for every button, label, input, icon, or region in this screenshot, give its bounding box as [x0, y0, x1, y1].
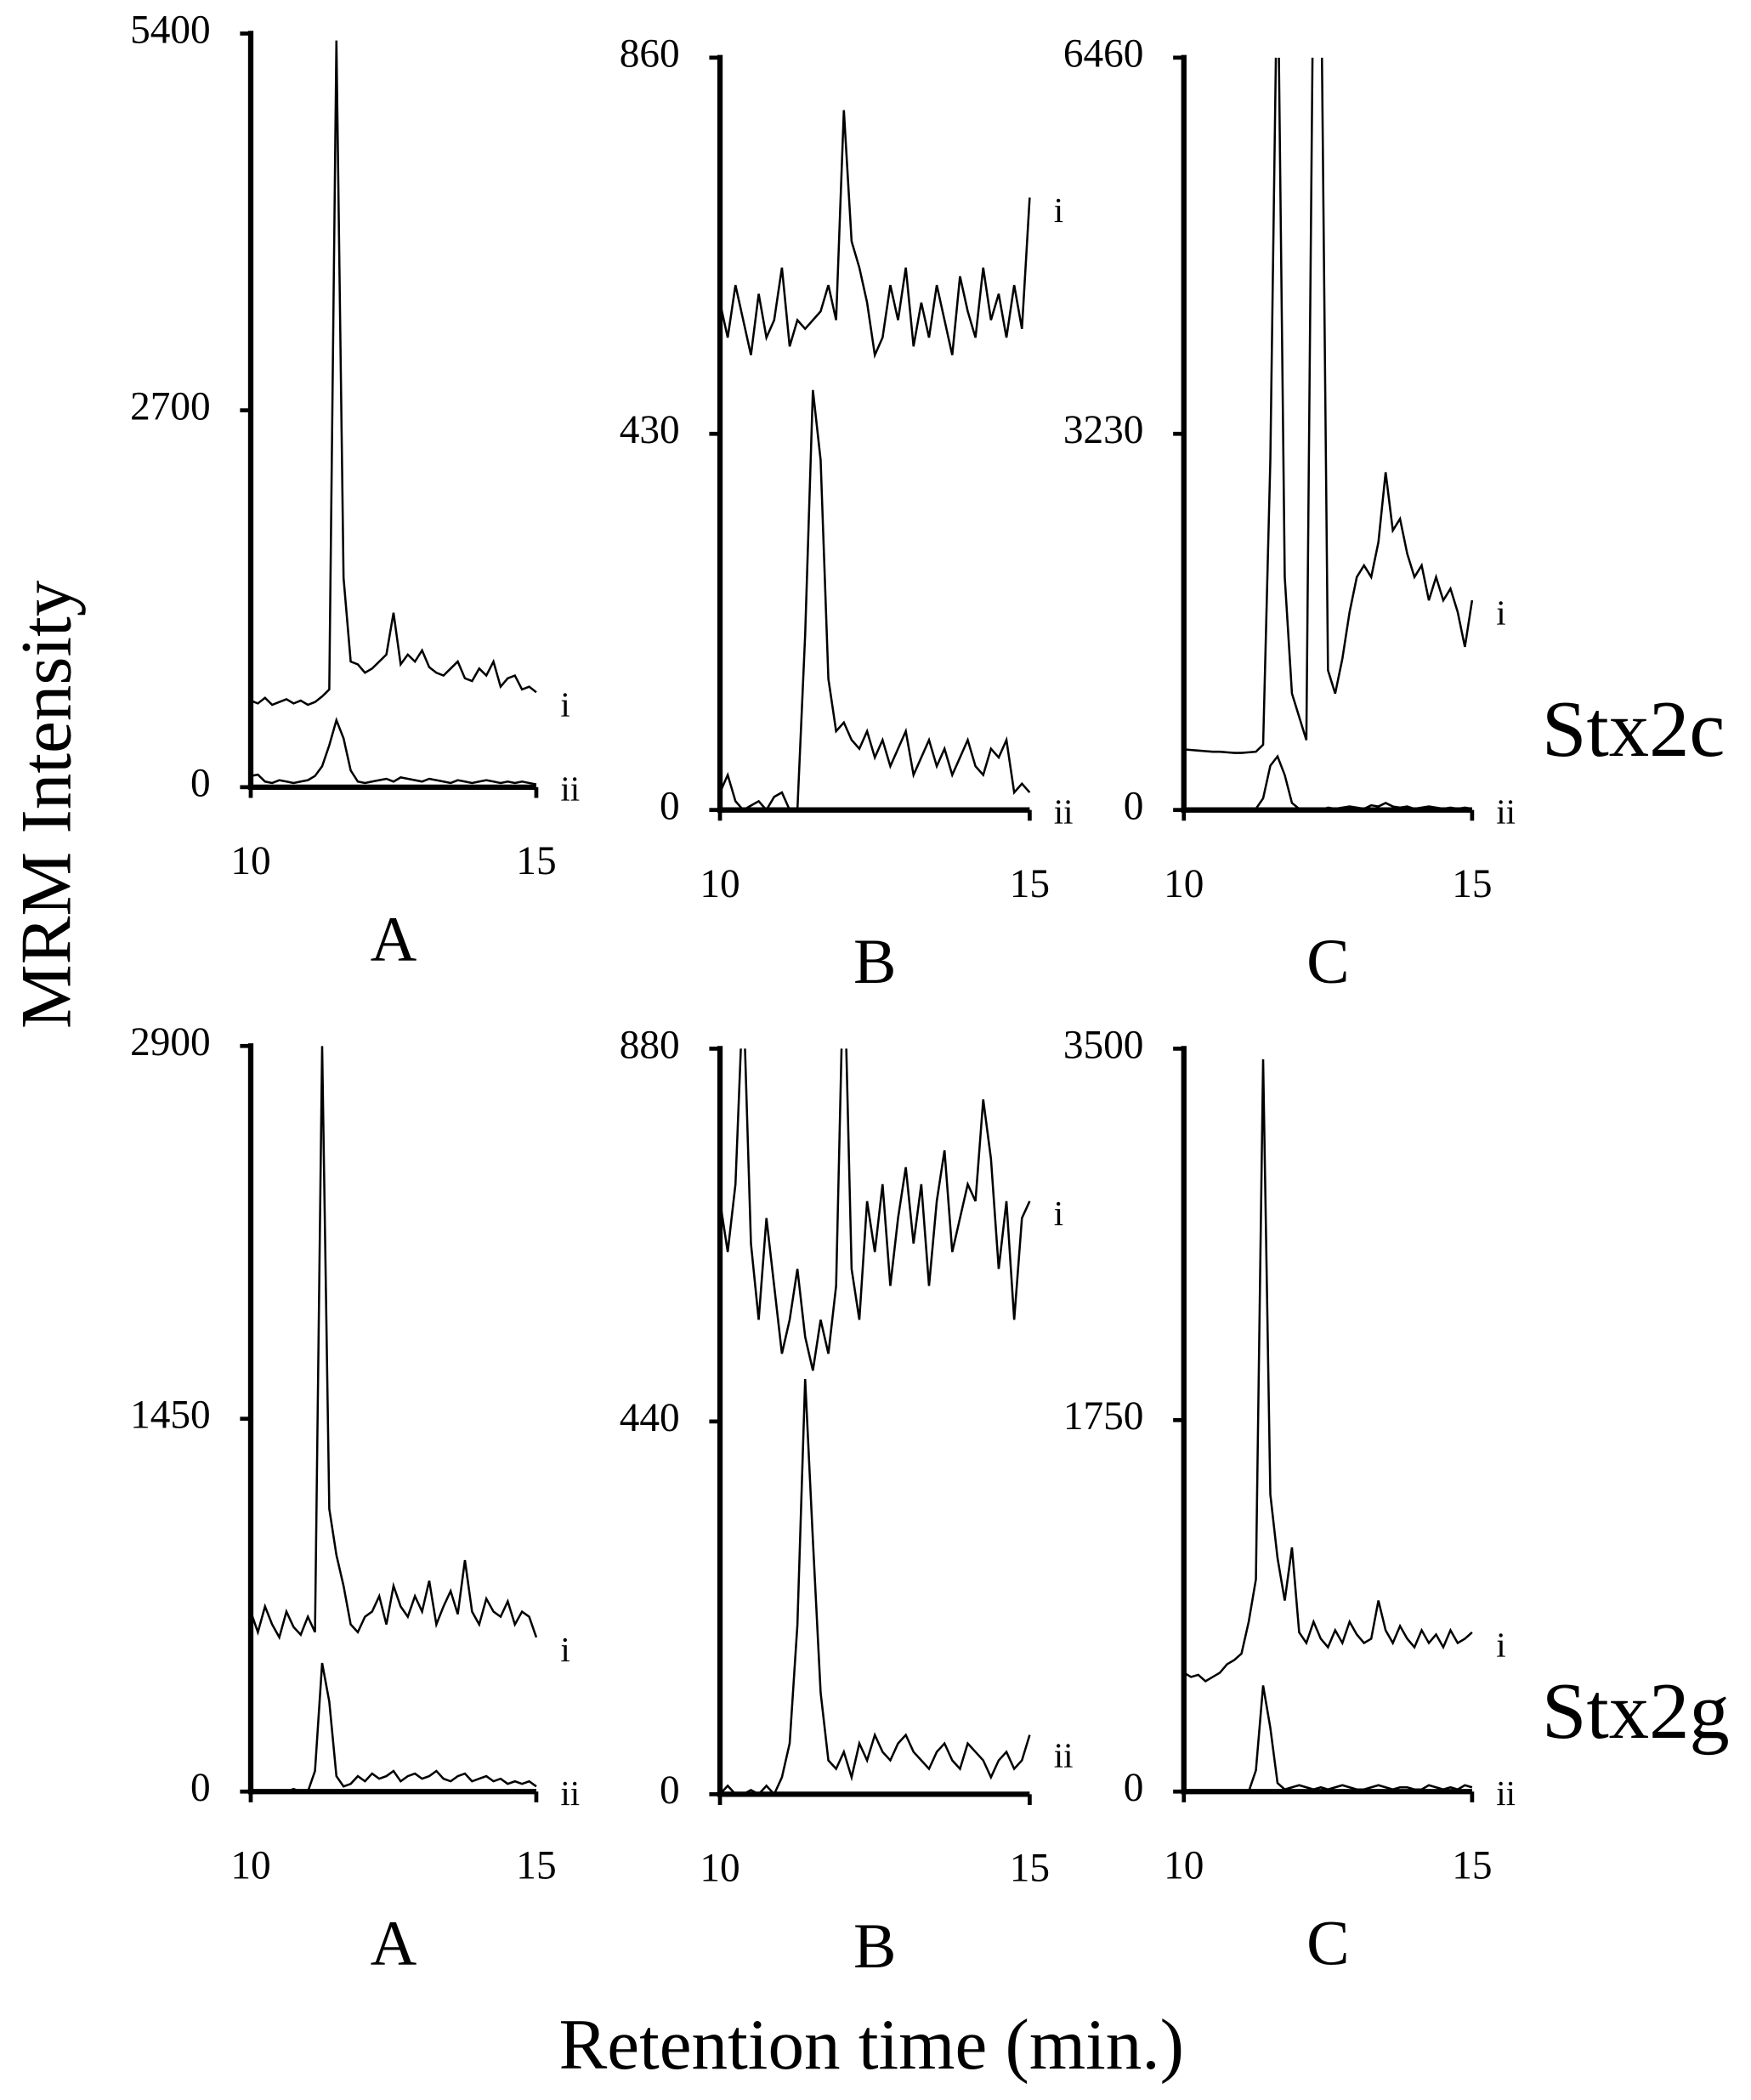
panel-label: B — [853, 1911, 896, 1982]
y-tick-label: 0 — [1124, 1766, 1144, 1810]
y-tick-label: 440 — [620, 1396, 680, 1440]
x-tick-label: 15 — [516, 1844, 556, 1888]
y-tick-label: 2900 — [130, 1020, 211, 1064]
series-label: i — [1496, 1625, 1505, 1664]
x-tick-label: 15 — [1010, 862, 1050, 906]
panel-label: C — [1306, 927, 1349, 997]
series-label: i — [1054, 1194, 1063, 1233]
row-label: Stx2c — [1542, 685, 1726, 774]
panel-label: A — [371, 904, 417, 974]
y-tick-label: 0 — [190, 762, 211, 806]
series-label: i — [560, 685, 570, 724]
trace — [720, 1379, 1031, 1795]
x-tick-label: 10 — [700, 1847, 740, 1891]
trace — [1183, 1059, 1473, 1683]
y-tick-label: 6460 — [1063, 32, 1144, 77]
series-label: ii — [1496, 1774, 1516, 1813]
series-label: ii — [560, 1774, 580, 1813]
series-label: ii — [1054, 792, 1074, 831]
trace — [1183, 754, 1473, 810]
x-tick-label: 10 — [230, 839, 270, 883]
x-tick-label: 15 — [516, 839, 556, 883]
y-tick-label: 1450 — [130, 1393, 211, 1438]
x-tick-label: 15 — [1010, 1847, 1050, 1891]
y-tick-label: 0 — [660, 785, 680, 829]
trace — [720, 1048, 1031, 1371]
y-tick-label: 880 — [620, 1023, 680, 1067]
x-tick-label: 10 — [700, 862, 740, 906]
series-label: i — [560, 1630, 570, 1669]
trace — [1183, 57, 1474, 754]
y-tick-label: 0 — [190, 1766, 211, 1810]
trace — [720, 389, 1031, 810]
panel-label: C — [1306, 1909, 1349, 1979]
y-tick-label: 5400 — [130, 8, 211, 52]
trace — [250, 717, 537, 786]
y-tick-label: 0 — [1124, 785, 1144, 829]
x-axis-title: Retention time (min.) — [559, 2005, 1185, 2085]
row-label: Stx2g — [1542, 1667, 1730, 1756]
series-label: ii — [560, 769, 580, 809]
x-tick-label: 10 — [230, 1844, 270, 1888]
y-tick-label: 3500 — [1063, 1023, 1144, 1067]
y-tick-label: 1750 — [1063, 1394, 1144, 1439]
series-label: ii — [1496, 792, 1516, 831]
panel-label: A — [371, 1909, 417, 1979]
trace — [250, 1046, 538, 1641]
trace — [1183, 1685, 1473, 1792]
x-tick-label: 15 — [1452, 862, 1492, 906]
trace — [250, 1662, 537, 1792]
y-tick-label: 3230 — [1063, 408, 1144, 452]
y-axis-title: MRM Intensity — [7, 580, 87, 1029]
y-tick-label: 2700 — [130, 385, 211, 429]
y-tick-label: 430 — [620, 408, 680, 452]
trace — [720, 110, 1031, 360]
trace — [250, 40, 537, 707]
x-tick-label: 15 — [1452, 1844, 1492, 1888]
panel-label: B — [853, 927, 896, 997]
y-tick-label: 0 — [660, 1768, 680, 1813]
x-tick-label: 10 — [1164, 862, 1204, 906]
series-label: i — [1496, 593, 1505, 632]
series-label: i — [1054, 190, 1063, 230]
series-label: ii — [1054, 1735, 1074, 1774]
x-tick-label: 10 — [1164, 1844, 1204, 1888]
y-tick-label: 860 — [620, 32, 680, 77]
